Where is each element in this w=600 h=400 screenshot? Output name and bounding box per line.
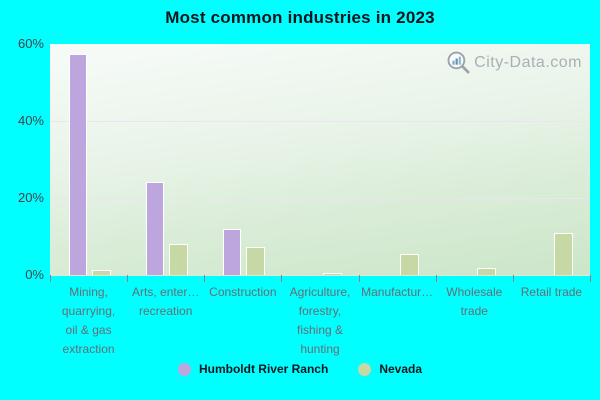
y-axis-label: 0% <box>25 267 44 282</box>
x-axis-label: Agriculture, forestry, fishing & hunting <box>289 285 351 356</box>
bar-nevada <box>168 244 188 275</box>
gridline <box>50 198 590 199</box>
x-axis-label: Retail trade <box>520 285 583 299</box>
chart-title: Most common industries in 2023 <box>165 8 435 27</box>
x-axis-label: Arts, enter… recreation <box>132 285 200 318</box>
chart-legend: Humboldt River Ranch Nevada <box>0 362 600 376</box>
bar-nevada <box>245 247 265 275</box>
y-axis-label: 60% <box>17 36 44 51</box>
x-axis-tick <box>50 275 51 282</box>
watermark: City-Data.com <box>446 50 582 75</box>
x-axis-tick <box>281 275 282 282</box>
x-axis-tick <box>436 275 437 282</box>
legend-item-nevada: Nevada <box>358 362 422 376</box>
legend-swatch-icon <box>177 362 191 376</box>
watermark-text: City-Data.com <box>474 53 582 71</box>
y-axis-label: 40% <box>17 113 44 128</box>
bar-humboldt-river-ranch <box>222 229 241 275</box>
magnifier-bar-chart-icon <box>446 50 471 75</box>
legend-swatch-icon <box>358 362 372 376</box>
x-axis-label: Manufactur… <box>361 285 434 299</box>
bar-nevada <box>91 270 111 275</box>
legend-label: Humboldt River Ranch <box>198 362 329 376</box>
x-axis-tick <box>590 275 591 282</box>
bar-nevada <box>400 254 420 275</box>
bar-humboldt-river-ranch <box>68 54 87 275</box>
x-axis-tick <box>127 275 128 282</box>
x-axis-label: Mining, quarrying, oil & gas extraction <box>61 285 116 356</box>
bar-nevada <box>477 268 497 275</box>
gridline <box>50 121 590 122</box>
x-axis-tick <box>513 275 514 282</box>
legend-label: Nevada <box>379 362 423 376</box>
x-axis-tick <box>204 275 205 282</box>
bar-nevada <box>554 233 574 275</box>
plot-area: City-Data.com <box>50 44 590 276</box>
x-axis-label: Wholesale trade <box>446 285 503 318</box>
bar-humboldt-river-ranch <box>145 182 164 275</box>
legend-item-humboldt-river-ranch: Humboldt River Ranch <box>177 362 329 376</box>
bar-nevada <box>323 273 342 275</box>
x-axis-label: Construction <box>209 285 277 299</box>
y-axis-label: 20% <box>17 190 44 205</box>
x-axis-tick <box>359 275 360 282</box>
